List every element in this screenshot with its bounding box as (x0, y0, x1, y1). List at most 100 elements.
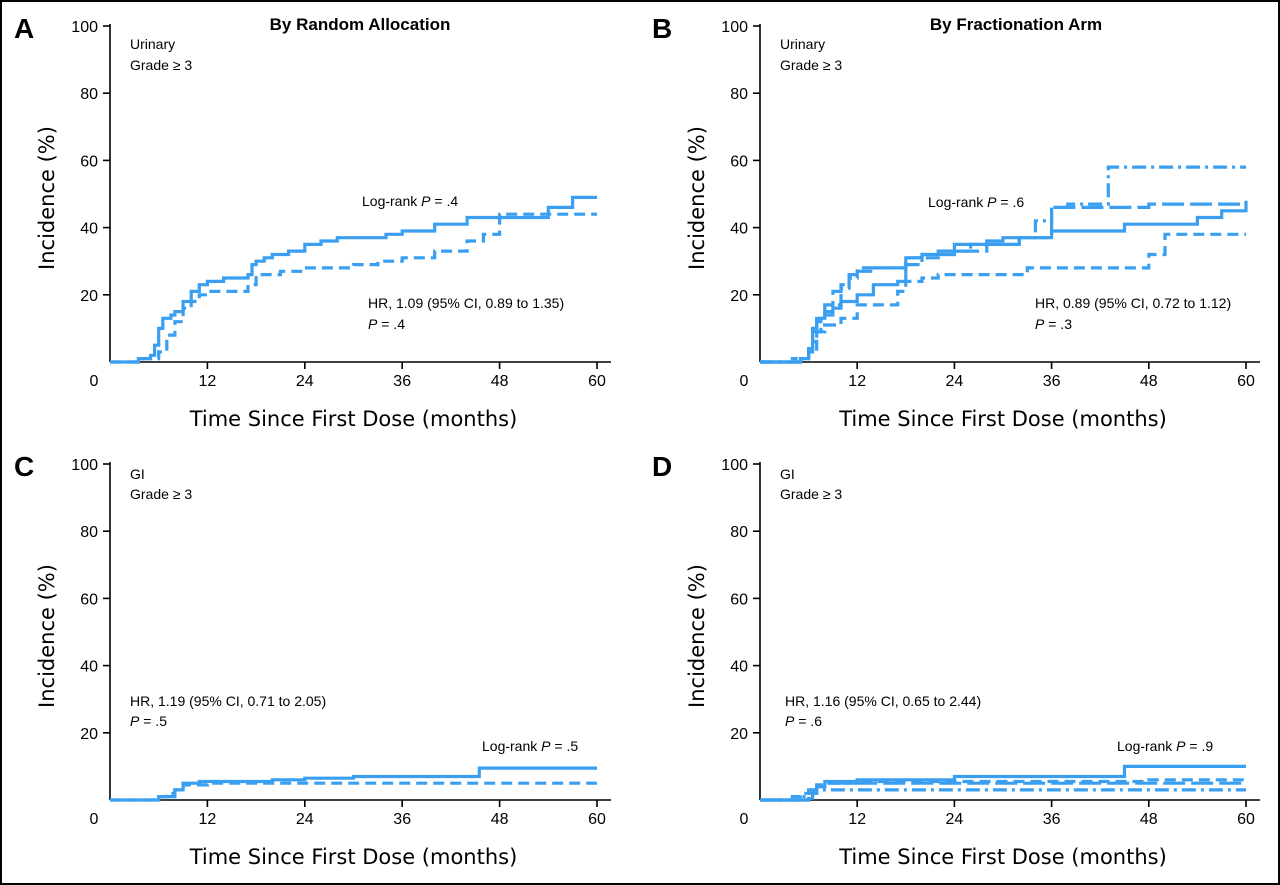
x-tick-label: 24 (946, 811, 964, 828)
x-tick-label: 12 (848, 811, 866, 828)
panel-d: D GI Grade ≥ 3 HR, 1.16 (95% CI, 0.65 to… (652, 451, 1260, 869)
axes: 20 40 60 80 100 0 12 24 36 48 60 Time Since First D… (685, 457, 1260, 869)
y-tick-label: 60 (80, 591, 98, 608)
x-tick-label: 48 (491, 811, 509, 828)
subtitle-line-1: Urinary (780, 36, 825, 52)
panel-letter: A (14, 13, 34, 44)
panel-letter: D (652, 451, 672, 482)
x-tick-label: 36 (393, 373, 411, 390)
plot-series (110, 195, 597, 364)
logrank-annotation: Log-rank P = .9 (1117, 738, 1213, 754)
y-tick-label: 80 (730, 86, 748, 103)
panel-title: By Fractionation Arm (930, 15, 1102, 34)
x-tick-label: 0 (740, 811, 749, 828)
y-tick-label: 20 (80, 726, 98, 743)
panel-b: B By Fractionation Arm Urinary Grade ≥ 3… (652, 13, 1260, 431)
series-line-dashed (760, 232, 1246, 364)
series-line-dashed (110, 212, 597, 364)
subtitle-line-2: Grade ≥ 3 (130, 57, 192, 73)
series-line-dashed (110, 781, 597, 802)
panel-a: A By Random Allocation Urinary Grade ≥ 3… (14, 13, 611, 431)
series-line-longdash (760, 202, 1246, 364)
panel-c: C GI Grade ≥ 3 HR, 1.19 (95% CI, 0.71 to… (14, 451, 611, 869)
x-tick-label: 24 (296, 373, 314, 390)
hr-annotation-line-1: HR, 0.89 (95% CI, 0.72 to 1.12) (1035, 295, 1231, 311)
x-tick-label: 0 (740, 373, 749, 390)
y-tick-label: 60 (730, 591, 748, 608)
series-line-solid (760, 200, 1248, 364)
x-tick-label: 0 (90, 373, 99, 390)
panel-letter: B (652, 13, 672, 44)
x-tick-label: 36 (1043, 373, 1061, 390)
axes: 20 40 60 80 100 0 12 24 36 48 60 Time Since First D… (35, 19, 611, 431)
series-line-solid (110, 195, 597, 364)
logrank-annotation: Log-rank P = .5 (482, 738, 578, 754)
y-tick-label: 80 (80, 524, 98, 541)
y-tick-label: 100 (721, 19, 748, 36)
plot-series (760, 165, 1248, 364)
hr-annotation-line-2: P = .6 (785, 713, 822, 729)
hr-annotation-line-1: HR, 1.16 (95% CI, 0.65 to 2.44) (785, 693, 981, 709)
y-tick-label: 60 (80, 153, 98, 170)
subtitle-line-2: Grade ≥ 3 (130, 486, 192, 502)
y-tick-label: 40 (80, 221, 98, 238)
series-line-longdash (760, 781, 1246, 802)
x-tick-label: 60 (1237, 373, 1255, 390)
y-tick-label: 80 (730, 524, 748, 541)
series-line-dashed (760, 778, 1246, 802)
x-tick-label: 0 (90, 811, 99, 828)
x-tick-label: 12 (199, 373, 217, 390)
x-tick-label: 12 (199, 811, 217, 828)
y-tick-label: 20 (80, 288, 98, 305)
logrank-annotation: Log-rank P = .4 (362, 193, 458, 209)
panel-letter: C (14, 451, 34, 482)
series-line-dashdot (760, 788, 1246, 802)
x-tick-label: 60 (588, 373, 606, 390)
x-axis-label: Time Since First Dose (months) (838, 407, 1167, 431)
y-tick-label: 40 (730, 221, 748, 238)
subtitle-line-2: Grade ≥ 3 (780, 486, 842, 502)
panel-title: By Random Allocation (270, 15, 451, 34)
x-tick-label: 36 (1043, 811, 1061, 828)
y-tick-label: 20 (730, 288, 748, 305)
axes: 20 40 60 80 100 0 12 24 36 48 60 Time Since First D… (685, 19, 1260, 431)
y-tick-label: 80 (80, 86, 98, 103)
x-tick-label: 24 (946, 373, 964, 390)
hr-annotation-line-1: HR, 1.09 (95% CI, 0.89 to 1.35) (368, 295, 564, 311)
plot-series (760, 764, 1246, 802)
y-tick-label: 40 (730, 659, 748, 676)
x-tick-label: 24 (296, 811, 314, 828)
x-tick-label: 48 (491, 373, 509, 390)
x-tick-label: 48 (1140, 373, 1158, 390)
y-tick-label: 100 (721, 457, 748, 474)
x-tick-label: 12 (848, 373, 866, 390)
y-tick-label: 100 (71, 457, 98, 474)
subtitle-line-1: GI (130, 466, 145, 482)
y-tick-label: 20 (730, 726, 748, 743)
y-axis-label: Incidence (%) (685, 126, 709, 270)
plot-series (110, 766, 597, 802)
x-tick-label: 36 (393, 811, 411, 828)
y-tick-label: 100 (71, 19, 98, 36)
logrank-annotation: Log-rank P = .6 (928, 194, 1024, 210)
x-axis-label: Time Since First Dose (months) (189, 845, 518, 869)
x-axis-label: Time Since First Dose (months) (189, 407, 518, 431)
x-axis-label: Time Since First Dose (months) (838, 845, 1167, 869)
y-tick-label: 60 (730, 153, 748, 170)
hr-annotation-line-1: HR, 1.19 (95% CI, 0.71 to 2.05) (130, 693, 326, 709)
subtitle-line-1: Urinary (130, 36, 175, 52)
x-tick-label: 48 (1140, 811, 1158, 828)
x-tick-label: 60 (588, 811, 606, 828)
hr-annotation-line-2: P = .4 (368, 316, 405, 332)
y-axis-label: Incidence (%) (35, 564, 59, 708)
hr-annotation-line-2: P = .3 (1035, 316, 1072, 332)
axes: 20 40 60 80 100 0 12 24 36 48 60 Time Since First D… (35, 457, 611, 869)
subtitle-line-2: Grade ≥ 3 (780, 57, 842, 73)
y-axis-label: Incidence (%) (685, 564, 709, 708)
subtitle-line-1: GI (780, 466, 795, 482)
x-tick-label: 60 (1237, 811, 1255, 828)
y-axis-label: Incidence (%) (35, 126, 59, 270)
y-tick-label: 40 (80, 659, 98, 676)
